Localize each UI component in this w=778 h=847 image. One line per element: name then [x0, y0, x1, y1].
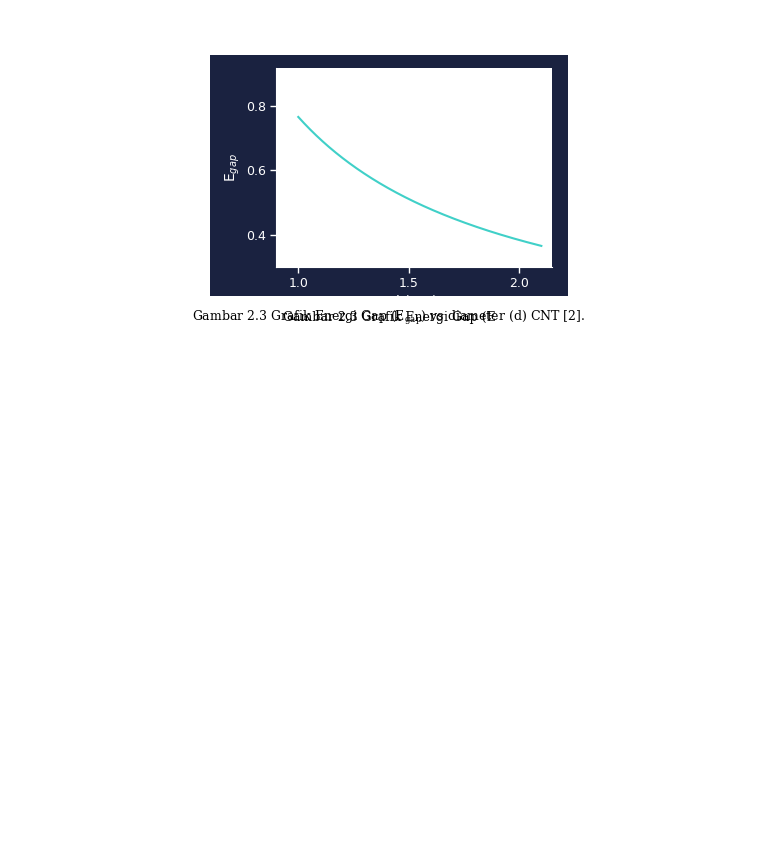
Text: Gambar 2.3 Grafik Energi Gap (E: Gambar 2.3 Grafik Energi Gap (E	[282, 311, 496, 324]
X-axis label: d (nm): d (nm)	[391, 295, 437, 308]
Text: Gambar 2.3 Grafik Energi Gap (E$_\mathregular{gap}$) vs diameter (d) CNT [2].: Gambar 2.3 Grafik Energi Gap (E$_\mathre…	[192, 308, 586, 327]
Y-axis label: E$_{gap}$: E$_{gap}$	[223, 153, 242, 181]
